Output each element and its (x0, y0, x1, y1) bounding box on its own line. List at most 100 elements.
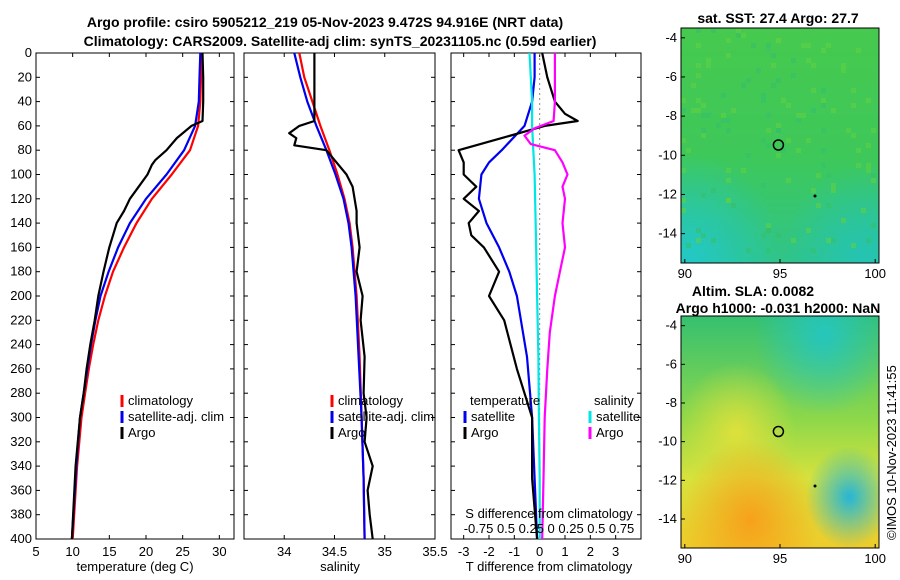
sst-pixel (726, 118, 731, 123)
sst-pixel (766, 113, 771, 118)
sst-pixel (681, 98, 686, 103)
x-tick-label: 20 (139, 544, 153, 559)
sst-pixel (826, 238, 831, 243)
sst-pixel (686, 148, 691, 153)
sst-pixel (776, 233, 781, 238)
sst-pixel (726, 198, 731, 203)
sst-pixel (866, 143, 871, 148)
sst-pixel (736, 33, 741, 38)
sst-pixel (781, 148, 786, 153)
sst-pixel (851, 243, 856, 248)
x-tick-label: 35 (378, 544, 392, 559)
series-line-satellite-adj-clim (70, 52, 202, 540)
series-line-salinity-argo (523, 53, 569, 540)
sla-island-dot (813, 484, 817, 488)
sst-pixel (841, 68, 846, 73)
map-y-tick-label: -12 (658, 472, 677, 487)
x-tick-label: 15 (102, 544, 116, 559)
map-y-tick-label: -8 (665, 108, 677, 123)
x-tick-label: 34 (277, 544, 291, 559)
series-line-satellite-adj-clim (293, 52, 366, 540)
sst-pixel (816, 173, 821, 178)
sst-pixel (741, 168, 746, 173)
sst-pixel (681, 108, 686, 113)
sst-pixel (826, 43, 831, 48)
sst-pixel (801, 43, 806, 48)
sst-pixel (761, 183, 766, 188)
sst-pixel (766, 143, 771, 148)
y-tick-label: 260 (10, 361, 32, 376)
sst-pixel (806, 228, 811, 233)
sst-pixel (721, 118, 726, 123)
difference-xlabel: T difference from climatology (466, 559, 633, 574)
sst-pixel (776, 38, 781, 43)
sst-pixel (856, 148, 861, 153)
x-tick-label: 2 (587, 544, 594, 559)
x-tick-label: -1 (509, 544, 521, 559)
sst-pixel (731, 108, 736, 113)
sst-pixel (806, 58, 811, 63)
sst-pixel (776, 128, 781, 133)
sst-pixel (786, 138, 791, 143)
y-tick-label: 120 (10, 191, 32, 206)
sst-pixel (776, 123, 781, 128)
sst-pixel (766, 128, 771, 133)
temperature-legend: climatology satellite-adj. clim Argo (120, 393, 224, 440)
sst-pixel (746, 248, 751, 253)
y-tick-label: 240 (10, 337, 32, 352)
sst-pixel (821, 128, 826, 133)
salinity-difference-legend: salinity satellite Argo (588, 393, 640, 440)
sst-pixel (796, 113, 801, 118)
sst-pixel (746, 153, 751, 158)
x-tick-label: 5 (32, 544, 39, 559)
y-tick-label: 180 (10, 264, 32, 279)
sla-low-patch-southeast (681, 316, 879, 548)
y-tick-label: 300 (10, 410, 32, 425)
sst-pixel (701, 193, 706, 198)
sst-pixel (866, 238, 871, 243)
sst-pixel (741, 83, 746, 88)
sst-pixel (701, 133, 706, 138)
sst-pixel (811, 248, 816, 253)
sst-pixel (866, 98, 871, 103)
sst-pixel (821, 88, 826, 93)
y-tick-label: 0 (25, 45, 32, 60)
sst-pixel (721, 113, 726, 118)
sst-pixel (831, 108, 836, 113)
sst-pixel (706, 58, 711, 63)
sst-pixel (821, 98, 826, 103)
legend-label-argo: Argo (128, 425, 155, 440)
sst-pixel (701, 113, 706, 118)
sst-pixel (786, 103, 791, 108)
sst-pixel (816, 203, 821, 208)
sst-pixel (701, 233, 706, 238)
map-y-tick-label: -4 (665, 318, 677, 333)
x-tick-label: 1 (561, 544, 568, 559)
x-tick-label: 25 (175, 544, 189, 559)
y-tick-label: 320 (10, 434, 32, 449)
sst-argo-position-marker (772, 139, 785, 151)
map-x-tick-label: 95 (773, 266, 787, 281)
x-tick-label: 35.5 (422, 544, 447, 559)
legend-label-climatology: climatology (338, 393, 404, 408)
map-y-tick-label: -10 (658, 434, 677, 449)
series-line-temperature-argo (457, 52, 579, 540)
map-x-tick-label: 90 (678, 266, 692, 281)
map-y-tick-label: -8 (665, 395, 677, 410)
y-tick-label: 400 (10, 531, 32, 546)
sst-pixel (826, 203, 831, 208)
sst-pixel (791, 73, 796, 78)
sst-pixel (711, 188, 716, 193)
legend-label-climatology: climatology (128, 393, 194, 408)
sst-pixel (871, 173, 876, 178)
y-tick-label: 380 (10, 507, 32, 522)
sst-pixel (796, 118, 801, 123)
series-line-argo (70, 52, 205, 540)
sst-pixel (696, 63, 701, 68)
sst-pixel (821, 163, 826, 168)
sst-pixel-texture (681, 28, 876, 253)
sst-pixel (811, 88, 816, 93)
sla-map-title-line1: Altim. SLA: 0.0082 (692, 283, 814, 299)
map-y-tick-label: -6 (665, 356, 677, 371)
